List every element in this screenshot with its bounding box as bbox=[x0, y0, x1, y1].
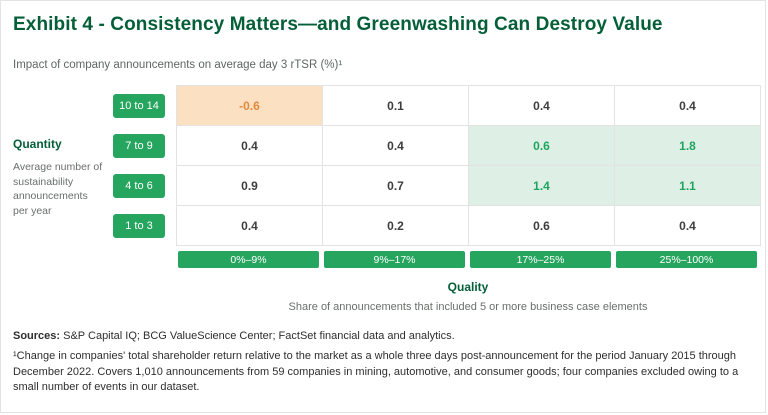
quantity-axis: Quantity Average number of sustainabilit… bbox=[13, 85, 113, 315]
row-label-4-to-6: 4 to 6 bbox=[113, 173, 165, 198]
matrix-cell: 0.2 bbox=[323, 206, 468, 245]
quality-axis-label: Quality bbox=[447, 280, 489, 294]
row-label-7-to-9: 7 to 9 bbox=[113, 133, 165, 158]
matrix-cell: 0.9 bbox=[177, 166, 322, 205]
matrix-cell: 1.4 bbox=[469, 166, 614, 205]
quality-axis-description: Share of announcements that included 5 o… bbox=[288, 301, 648, 313]
chart-subtitle: Impact of company announcements on avera… bbox=[13, 59, 343, 71]
col-label-25-100: 25%–100% bbox=[616, 251, 757, 268]
matrix-cell: 0.6 bbox=[469, 206, 614, 245]
sources-label: Sources: bbox=[13, 330, 61, 343]
heatmap-chart: Quantity Average number of sustainabilit… bbox=[13, 85, 765, 315]
matrix-cell: 0.4 bbox=[615, 86, 760, 125]
matrix-cell: 1.8 bbox=[615, 126, 760, 165]
sources-line: Sources: S&P Capital IQ; BCG ValueScienc… bbox=[13, 330, 753, 342]
sources-text: S&P Capital IQ; BCG ValueScience Center;… bbox=[60, 330, 455, 343]
col-label-9-17: 9%–17% bbox=[324, 251, 465, 268]
matrix-cell: -0.6 bbox=[177, 86, 322, 125]
quality-axis: Quality Share of announcements that incl… bbox=[176, 268, 760, 315]
footnote: ¹Change in companies' total shareholder … bbox=[13, 350, 739, 393]
col-label-17-25: 17%–25% bbox=[470, 251, 611, 268]
matrix: 10 to 14 7 to 9 4 to 6 1 to 3 -0.6 0.1 0… bbox=[113, 85, 761, 315]
quantity-axis-description: Average number of sustainability announc… bbox=[13, 161, 103, 218]
column-labels: 0%–9% 9%–17% 17%–25% 25%–100% bbox=[176, 251, 761, 268]
exhibit-title: Exhibit 4 - Consistency Matters—and Gree… bbox=[13, 14, 663, 35]
row-label-10-to-14: 10 to 14 bbox=[113, 93, 165, 118]
matrix-cell: 0.4 bbox=[615, 206, 760, 245]
exhibit-footer: Sources: S&P Capital IQ; BCG ValueScienc… bbox=[13, 330, 753, 395]
col-label-0-9: 0%–9% bbox=[178, 251, 319, 268]
quantity-axis-label: Quantity bbox=[13, 137, 62, 151]
matrix-cell: 0.4 bbox=[469, 86, 614, 125]
matrix-grid: -0.6 0.1 0.4 0.4 0.4 0.4 0.6 1.8 0.9 0.7… bbox=[176, 85, 761, 246]
matrix-cell: 0.4 bbox=[177, 206, 322, 245]
matrix-cell: 0.6 bbox=[469, 126, 614, 165]
matrix-cell: 0.4 bbox=[323, 126, 468, 165]
matrix-cell: 0.1 bbox=[323, 86, 468, 125]
row-label-1-to-3: 1 to 3 bbox=[113, 213, 165, 238]
matrix-cell: 0.4 bbox=[177, 126, 322, 165]
matrix-cell: 0.7 bbox=[323, 166, 468, 205]
row-labels: 10 to 14 7 to 9 4 to 6 1 to 3 bbox=[113, 85, 176, 246]
matrix-body: 10 to 14 7 to 9 4 to 6 1 to 3 -0.6 0.1 0… bbox=[113, 85, 761, 246]
matrix-cell: 1.1 bbox=[615, 166, 760, 205]
